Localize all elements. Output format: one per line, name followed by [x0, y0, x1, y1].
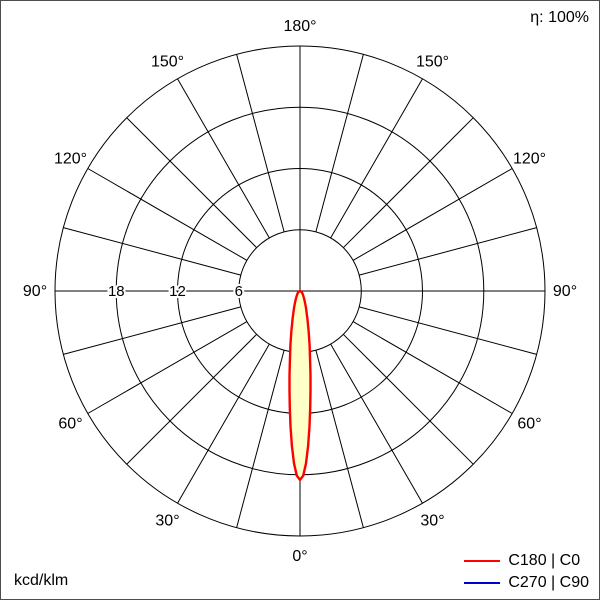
grid-spoke — [315, 54, 364, 232]
grid-spoke — [87, 168, 248, 261]
angle-label: 60° — [517, 416, 541, 433]
angle-label: 90° — [23, 283, 47, 300]
angle-label: 30° — [155, 513, 179, 530]
unit-label: kcd/klm — [14, 572, 69, 590]
angle-label: 30° — [420, 513, 444, 530]
legend-item: C180 | C0 — [464, 552, 589, 570]
radial-tick-label: 12 — [169, 283, 186, 300]
grid-spoke — [330, 343, 423, 504]
angle-label: 90° — [553, 283, 577, 300]
beam-curve — [288, 289, 312, 482]
grid-spoke — [315, 350, 364, 528]
grid-spoke — [63, 227, 241, 276]
grid-spoke — [342, 333, 474, 465]
grid-spoke — [63, 306, 241, 355]
grid-spoke — [359, 306, 537, 355]
legend-line-swatch — [464, 582, 501, 584]
grid-spoke — [236, 350, 285, 528]
grid-spoke — [236, 54, 285, 232]
grid-spoke — [126, 117, 258, 249]
angle-label: 120° — [513, 151, 546, 168]
angle-label: 0° — [292, 548, 307, 565]
angle-label: 120° — [54, 151, 87, 168]
grid-spoke — [352, 168, 513, 261]
grid-spoke — [352, 321, 513, 414]
grid-spoke — [126, 333, 258, 465]
angle-label: 150° — [416, 54, 449, 71]
grid-spoke — [87, 321, 248, 414]
legend-item: C270 | C90 — [464, 574, 589, 592]
grid-spoke — [330, 78, 423, 239]
grid-spoke — [359, 227, 537, 276]
angle-label: 60° — [58, 416, 82, 433]
angle-label: 180° — [283, 18, 316, 35]
grid-spoke — [177, 78, 270, 239]
radial-tick-label: 6 — [235, 283, 243, 300]
legend-label: C180 | C0 — [508, 552, 581, 569]
grid-spoke — [177, 343, 270, 504]
legend: C180 | C0 C270 | C90 — [464, 552, 589, 592]
efficiency-label: η: 100% — [530, 9, 589, 26]
angle-label: 150° — [151, 54, 184, 71]
legend-label: C270 | C90 — [508, 574, 589, 591]
grid-spoke — [342, 117, 474, 249]
legend-line-swatch — [464, 560, 501, 562]
radial-tick-label: 18 — [108, 283, 125, 300]
